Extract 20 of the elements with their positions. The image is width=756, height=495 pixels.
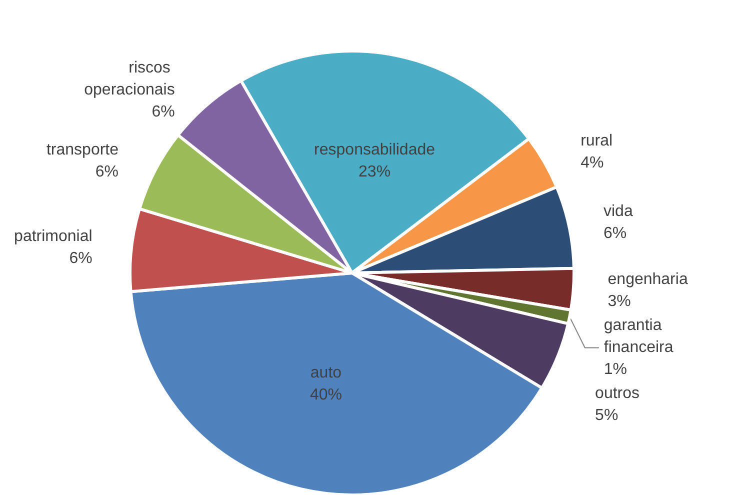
data-label: 6%	[152, 103, 175, 120]
data-label: 23%	[358, 164, 391, 181]
slice-label: responsabilidade	[314, 142, 436, 159]
slice-label: engenharia	[608, 271, 688, 288]
slice-label: riscos operacionais	[84, 59, 175, 98]
slice-label: transporte	[46, 141, 119, 158]
data-label: 6%	[69, 250, 92, 268]
data-label: 5%	[595, 407, 618, 424]
slice-label: vida	[603, 203, 633, 220]
data-label: 6%	[95, 163, 119, 180]
slice-label: patrimonial	[14, 228, 92, 246]
slice-label: auto	[310, 364, 342, 382]
data-label: 4%	[580, 154, 604, 172]
slice-label: garantia financeira	[604, 317, 674, 356]
slice-label: rural	[580, 132, 613, 150]
data-label: 40%	[310, 386, 342, 404]
slice-label: outros	[595, 385, 640, 402]
data-label: 6%	[603, 225, 627, 242]
data-label: 3%	[608, 293, 631, 310]
data-label: 1%	[604, 361, 628, 378]
